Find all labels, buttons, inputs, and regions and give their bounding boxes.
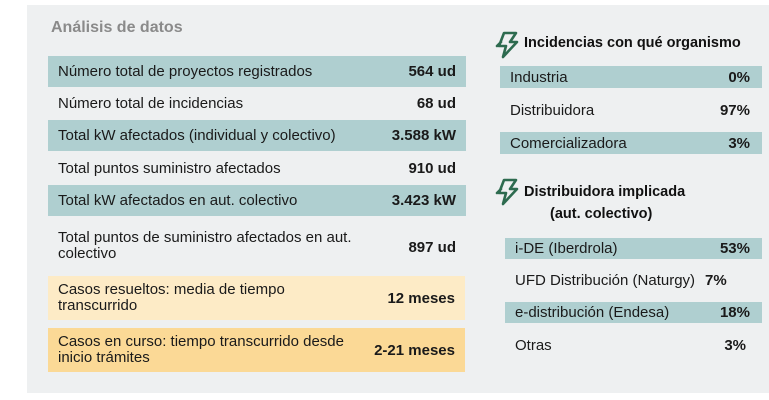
row-value: 3% (724, 337, 746, 354)
stat-row: Total kW afectados (individual y colecti… (48, 120, 466, 151)
stat-value: 68 ud (416, 95, 456, 112)
distribuidora-row: UFD Distribución (Naturgy) 7% (505, 259, 762, 302)
stat-label: Total puntos suministro afectados (58, 159, 281, 177)
stat-row: Número total de incidencias 68 ud (48, 87, 466, 120)
row-label: Otras (515, 337, 552, 354)
time-table: Casos resueltos: media de tiempo transcu… (48, 276, 465, 372)
row-value: 0% (728, 68, 750, 86)
distribuidora-table: i-DE (Iberdrola) 53% UFD Distribución (N… (505, 238, 762, 368)
row-label: i-DE (Iberdrola) (515, 240, 618, 257)
organismo-header: Incidencias con qué organismo (494, 31, 741, 59)
stat-label: Número total de proyectos registrados (58, 63, 313, 80)
time-row-ongoing: Casos en curso: tiempo transcurrido desd… (48, 328, 465, 372)
stat-value: 910 ud (408, 159, 456, 177)
organismo-table: Industria 0% Distribuidora 97% Comercial… (500, 66, 762, 154)
stat-label: Total kW afectados en aut. colectivo (58, 192, 298, 209)
stat-row: Número total de proyectos registrados 56… (48, 56, 466, 87)
stat-row: Total kW afectados en aut. colectivo 3.4… (48, 185, 466, 216)
stat-value: 564 ud (408, 63, 456, 80)
row-label: Comercializadora (510, 134, 627, 152)
stat-value: 897 ud (408, 239, 456, 256)
row-label: UFD Distribución (Naturgy) (515, 272, 696, 289)
organismo-row: Distribuidora 97% (500, 88, 762, 132)
row-value: 97% (719, 101, 750, 119)
time-row-resolved: Casos resueltos: media de tiempo transcu… (48, 276, 465, 320)
distribuidora-header: Distribuidora implicada (aut. colectivo) (494, 178, 685, 225)
time-label: Casos en curso: tiempo transcurrido desd… (58, 333, 344, 366)
stat-label: Número total de incidencias (58, 95, 244, 112)
time-label: Casos resueltos: media de tiempo transcu… (58, 281, 285, 314)
distribuidora-row: Otras 3% (505, 323, 762, 368)
row-value: 7% (705, 272, 727, 289)
stat-value: 3.588 kW (391, 127, 456, 144)
distribuidora-title-line1: Distribuidora implicada (524, 184, 686, 200)
stat-row: Total puntos suministro afectados 910 ud (48, 151, 466, 185)
distribuidora-row: e-distribución (Endesa) 18% (505, 302, 762, 323)
organismo-row: Industria 0% (500, 66, 762, 88)
stats-table: Número total de proyectos registrados 56… (48, 56, 466, 266)
row-label: Distribuidora (510, 101, 595, 119)
stat-label: Total puntos de suministro afectados en … (58, 229, 352, 262)
distribuidora-row: i-DE (Iberdrola) 53% (505, 238, 762, 259)
stat-label: Total kW afectados (individual y colecti… (58, 127, 336, 144)
stat-value: 3.423 kW (391, 192, 456, 209)
time-value: 2-21 meses (374, 341, 455, 359)
row-value: 3% (728, 134, 750, 152)
distribuidora-title-line2: (aut. colectivo) (550, 206, 653, 222)
organismo-row: Comercializadora 3% (500, 132, 762, 154)
organismo-title: Incidencias con qué organismo (524, 35, 741, 51)
panel-title: Análisis de datos (51, 19, 183, 36)
row-label: e-distribución (Endesa) (515, 304, 670, 321)
lightning-bolt-icon (495, 31, 519, 59)
row-value: 18% (719, 304, 750, 321)
row-label: Industria (510, 68, 568, 86)
lightning-bolt-icon (495, 178, 519, 206)
time-value: 12 meses (387, 289, 455, 307)
stat-row: Total puntos de suministro afectados en … (48, 216, 466, 266)
row-value: 53% (719, 240, 750, 257)
